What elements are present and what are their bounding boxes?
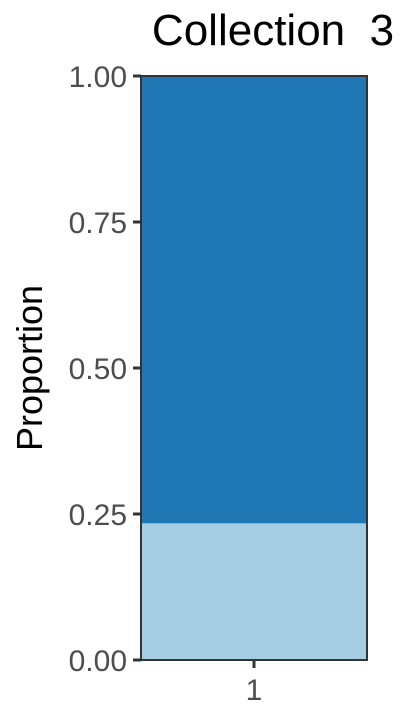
y-axis: 0.00 0.25 0.50 0.75 1.00 (69, 61, 141, 678)
bars-group (141, 76, 367, 660)
bar-segment-2 (141, 76, 367, 524)
y-tick-label: 0.00 (69, 645, 127, 678)
y-tick-label: 0.25 (69, 499, 127, 532)
chart-title: Collection 3 (152, 6, 394, 55)
y-tick-label: 0.50 (69, 353, 127, 386)
x-axis: 1 (246, 660, 263, 707)
bar-segment-1 (141, 523, 367, 660)
y-tick-label: 1.00 (69, 61, 127, 94)
y-tick-label: 0.75 (69, 207, 127, 240)
x-tick-label: 1 (246, 674, 263, 707)
y-axis-label: Proportion (9, 285, 50, 451)
